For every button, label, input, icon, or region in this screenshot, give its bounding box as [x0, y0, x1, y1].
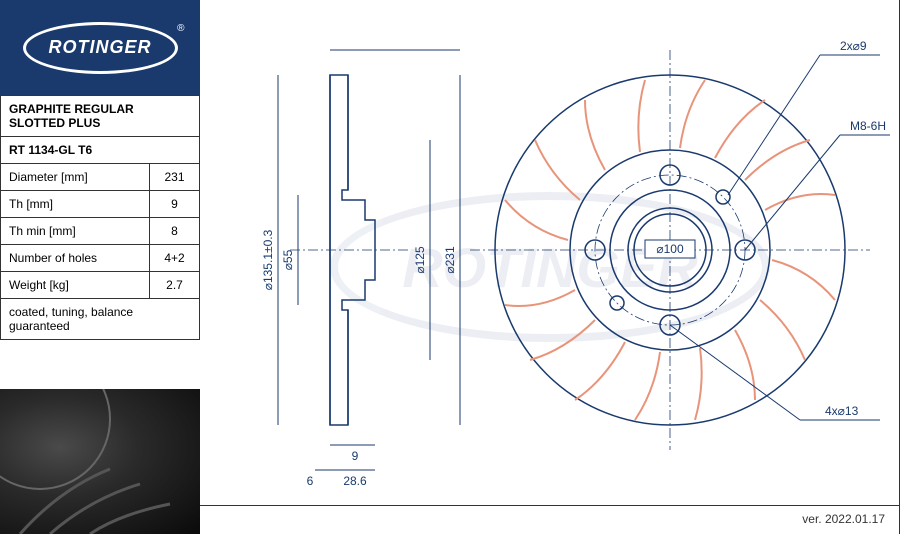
disc-photo [0, 389, 200, 534]
svg-text:9: 9 [352, 449, 359, 463]
front-view: ⌀100 [470, 50, 870, 450]
spec-table: GRAPHITE REGULAR SLOTTED PLUS RT 1134-GL… [0, 95, 200, 340]
side-dimensions: ⌀135.1±0.3 ⌀55 ⌀125 ⌀231 9 28.6 6 [261, 50, 460, 488]
photo-slots [0, 389, 200, 534]
svg-text:4x⌀13: 4x⌀13 [825, 404, 859, 418]
notes: coated, tuning, balance guaranteed [1, 299, 200, 340]
spec-value: 2.7 [150, 272, 200, 299]
svg-text:2x⌀9: 2x⌀9 [840, 39, 867, 53]
svg-text:M8-6H: M8-6H [850, 119, 886, 133]
spec-label: Diameter [mm] [1, 164, 150, 191]
svg-text:6: 6 [307, 474, 314, 488]
svg-text:28.6: 28.6 [343, 474, 367, 488]
drawing-area: ROTINGER ⌀135.1±0.3 ⌀55 ⌀125 [200, 0, 900, 534]
brand-logo-text: ROTINGER [48, 37, 151, 58]
svg-text:⌀55: ⌀55 [281, 249, 295, 270]
logo-area: ROTINGER ® [0, 0, 200, 95]
part-number: RT 1134-GL T6 [1, 137, 200, 164]
front-callouts: 2x⌀9 M8-6H 4x⌀13 [670, 39, 890, 420]
spec-label: Weight [kg] [1, 272, 150, 299]
svg-text:⌀135.1±0.3: ⌀135.1±0.3 [261, 229, 275, 290]
spec-label: Th min [mm] [1, 218, 150, 245]
left-panel: ROTINGER ® GRAPHITE REGULAR SLOTTED PLUS… [0, 0, 200, 534]
svg-text:⌀125: ⌀125 [413, 246, 427, 274]
side-view [290, 75, 410, 425]
product-line: GRAPHITE REGULAR SLOTTED PLUS [1, 96, 200, 137]
technical-drawing: ⌀135.1±0.3 ⌀55 ⌀125 ⌀231 9 28.6 6 [200, 0, 900, 534]
spec-value: 9 [150, 191, 200, 218]
version-label: ver. 2022.01.17 [802, 512, 885, 526]
svg-text:⌀231: ⌀231 [443, 246, 457, 274]
logo-oval: ROTINGER ® [23, 22, 178, 74]
spec-label: Number of holes [1, 245, 150, 272]
svg-text:⌀100: ⌀100 [656, 242, 684, 256]
spec-value: 8 [150, 218, 200, 245]
border-bottom [200, 505, 900, 506]
registered-mark: ® [177, 23, 184, 34]
spec-value: 4+2 [150, 245, 200, 272]
spec-value: 231 [150, 164, 200, 191]
spec-label: Th [mm] [1, 191, 150, 218]
